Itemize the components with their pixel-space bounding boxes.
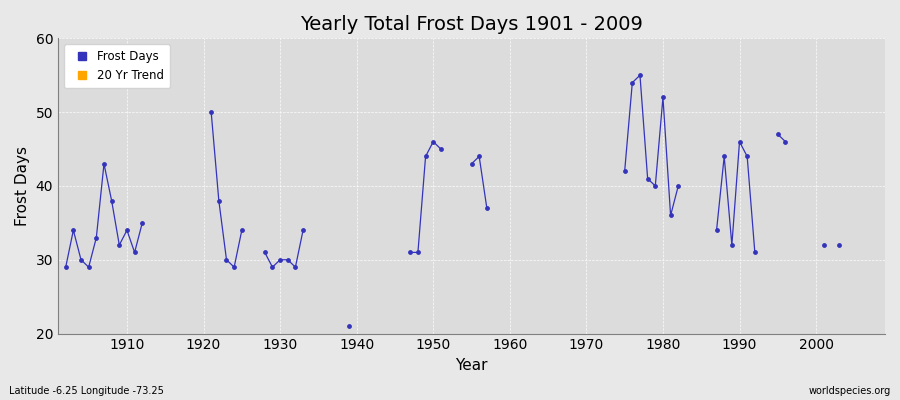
- Point: [257, 249, 272, 256]
- Y-axis label: Frost Days: Frost Days: [15, 146, 30, 226]
- Point: [97, 161, 112, 167]
- Point: [778, 138, 793, 145]
- Point: [626, 80, 640, 86]
- Point: [89, 234, 104, 241]
- Point: [633, 72, 647, 78]
- Title: Yearly Total Frost Days 1901 - 2009: Yearly Total Frost Days 1901 - 2009: [300, 15, 643, 34]
- Point: [288, 264, 302, 270]
- Point: [717, 153, 732, 160]
- Point: [296, 227, 310, 234]
- Point: [227, 264, 241, 270]
- X-axis label: Year: Year: [455, 358, 488, 373]
- Point: [770, 131, 785, 138]
- Point: [281, 256, 295, 263]
- Point: [641, 175, 655, 182]
- Legend: Frost Days, 20 Yr Trend: Frost Days, 20 Yr Trend: [64, 44, 170, 88]
- Point: [104, 198, 119, 204]
- Point: [480, 205, 494, 211]
- Text: Latitude -6.25 Longitude -73.25: Latitude -6.25 Longitude -73.25: [9, 386, 164, 396]
- Point: [58, 264, 73, 270]
- Point: [617, 168, 632, 174]
- Point: [204, 109, 219, 115]
- Point: [135, 220, 149, 226]
- Point: [740, 153, 754, 160]
- Text: worldspecies.org: worldspecies.org: [809, 386, 891, 396]
- Point: [464, 161, 479, 167]
- Point: [816, 242, 831, 248]
- Point: [656, 94, 670, 100]
- Point: [403, 249, 418, 256]
- Point: [418, 153, 433, 160]
- Point: [82, 264, 96, 270]
- Point: [235, 227, 249, 234]
- Point: [733, 138, 747, 145]
- Point: [128, 249, 142, 256]
- Point: [266, 264, 280, 270]
- Point: [220, 256, 234, 263]
- Point: [426, 138, 440, 145]
- Point: [748, 249, 762, 256]
- Point: [112, 242, 127, 248]
- Point: [724, 242, 739, 248]
- Point: [342, 323, 356, 330]
- Point: [212, 198, 226, 204]
- Point: [67, 227, 81, 234]
- Point: [709, 227, 724, 234]
- Point: [74, 256, 88, 263]
- Point: [663, 212, 678, 219]
- Point: [472, 153, 486, 160]
- Point: [671, 183, 686, 189]
- Point: [120, 227, 134, 234]
- Point: [648, 183, 662, 189]
- Point: [832, 242, 846, 248]
- Point: [410, 249, 425, 256]
- Point: [273, 256, 287, 263]
- Point: [434, 146, 448, 152]
